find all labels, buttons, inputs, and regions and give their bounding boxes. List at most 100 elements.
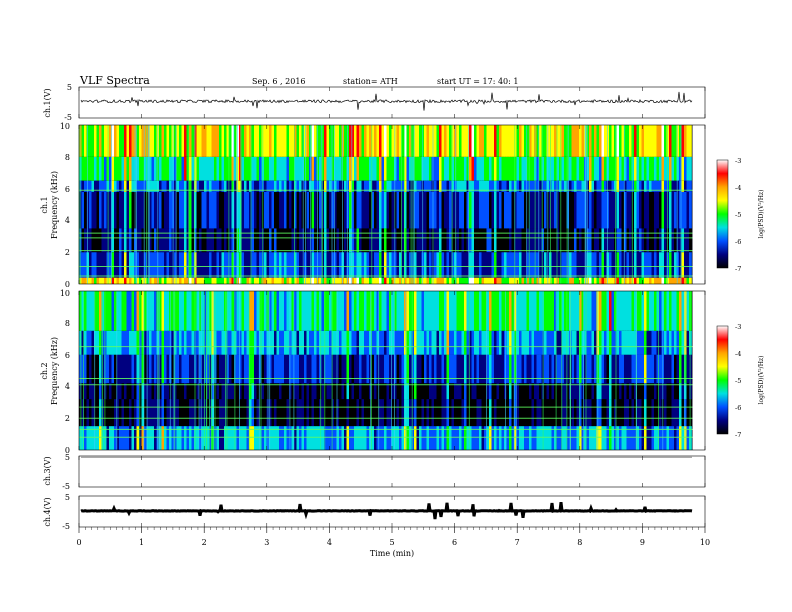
spectrogram-cell xyxy=(671,426,675,450)
spectrogram-cell xyxy=(656,383,660,400)
spectrogram-cell xyxy=(419,383,422,400)
spectrogram-cell xyxy=(601,383,605,400)
spectrogram-cell xyxy=(256,399,260,427)
spectrogram-cell xyxy=(276,291,280,331)
spectrogram-cell xyxy=(371,191,375,229)
spectrogram-cell xyxy=(99,399,102,427)
spectrogram-cell xyxy=(296,354,300,384)
spectrogram-cell xyxy=(91,191,95,229)
spectrogram-cell xyxy=(671,383,675,400)
spectrogram-cell xyxy=(579,277,582,284)
spectrogram-cell xyxy=(624,291,627,331)
spectrogram-cell xyxy=(676,156,680,181)
spectrogram-cell xyxy=(509,277,512,284)
spectrogram-cell xyxy=(601,228,605,253)
spectrogram-cell xyxy=(209,180,212,192)
spectrogram-cell xyxy=(264,252,267,278)
spectrogram-cell xyxy=(661,125,665,157)
spectrogram-cell xyxy=(391,228,395,253)
spectrogram-cell xyxy=(439,291,442,331)
spectrogram-cell xyxy=(531,191,535,229)
spectrogram-cell xyxy=(151,383,155,400)
spectrogram-cell xyxy=(606,277,610,284)
spectrogram-cell xyxy=(166,399,170,427)
spectrogram-cell xyxy=(624,252,627,278)
spectrogram-cell xyxy=(111,330,115,355)
spectrogram-cell xyxy=(669,291,672,331)
spectrogram-cell xyxy=(256,330,260,355)
spectrogram-cell xyxy=(89,383,92,400)
ch1-spectrogram-image xyxy=(78,125,693,284)
spectrogram-cell xyxy=(521,330,525,355)
spectrogram-cell xyxy=(516,383,520,400)
spectrogram-cell xyxy=(581,330,585,355)
spectrogram-cell xyxy=(511,291,515,331)
spectrogram-cell xyxy=(204,228,207,253)
spectrogram-cell xyxy=(346,399,350,427)
spectrogram-cell xyxy=(129,125,132,157)
spectrogram-cell xyxy=(381,180,385,192)
spectrogram-cell xyxy=(259,156,262,181)
spectrogram-cell xyxy=(176,354,180,384)
spectrogram-cell xyxy=(359,291,362,331)
spectrogram-cell xyxy=(489,277,492,284)
spectrogram-cell xyxy=(644,399,647,427)
spectrogram-cell xyxy=(661,252,665,278)
spectrogram-cell xyxy=(276,399,280,427)
spectrogram-cell xyxy=(689,156,692,181)
ch2-colorbar-tick-m5: -5 xyxy=(735,377,741,385)
spectrogram-cell xyxy=(674,354,677,384)
spectrogram-cell xyxy=(569,191,572,229)
spectrogram-cell xyxy=(291,399,295,427)
spectrogram-cell xyxy=(96,125,100,157)
spectrogram-cell xyxy=(391,354,395,384)
spectrogram-cell xyxy=(436,354,440,384)
spectrogram-cell xyxy=(576,228,580,253)
spectrogram-cell xyxy=(191,277,195,284)
spectrogram-cell xyxy=(126,125,130,157)
spectrogram-cell xyxy=(109,399,112,427)
spectrogram-cell xyxy=(226,291,230,331)
spectrogram-cell xyxy=(401,291,405,331)
spectrogram-cell xyxy=(679,180,682,192)
spectrogram-cell xyxy=(391,277,395,284)
spectrogram-cell xyxy=(289,399,292,427)
spectrogram-cell xyxy=(349,252,352,278)
spectrogram-cell xyxy=(381,156,385,181)
spectrogram-cell xyxy=(336,330,340,355)
spectrogram-cell xyxy=(354,156,357,181)
spectrogram-cell xyxy=(496,354,500,384)
spectrogram-cell xyxy=(606,252,610,278)
spectrogram-cell xyxy=(456,156,460,181)
spectrogram-cell xyxy=(511,330,515,355)
spectrogram-cell xyxy=(584,291,587,331)
spectrogram-cell xyxy=(276,383,280,400)
spectrogram-cell xyxy=(106,330,110,355)
spectrogram-cell xyxy=(84,383,87,400)
spectrogram-cell xyxy=(201,291,205,331)
spectrogram-cell xyxy=(299,426,302,450)
spectrogram-cell xyxy=(236,399,240,427)
spectrogram-cell xyxy=(126,156,130,181)
ch2-frequency-label: Frequency (kHz) xyxy=(50,337,59,405)
spectrogram-cell xyxy=(319,156,322,181)
spectrogram-cell xyxy=(244,291,247,331)
spectrogram-cell xyxy=(604,426,607,450)
spectrogram-cell xyxy=(374,156,377,181)
spectrogram-cell xyxy=(184,399,187,427)
spectrogram-cell xyxy=(424,291,427,331)
spectrogram-cell xyxy=(134,383,137,400)
spectrogram-cell xyxy=(591,426,595,450)
spectrogram-cell xyxy=(114,330,117,355)
spectrogram-cell xyxy=(231,383,235,400)
spectrogram-cell xyxy=(151,291,155,331)
spectrogram-cell xyxy=(221,354,225,384)
spectrogram-cell xyxy=(496,291,500,331)
spectrogram-cell xyxy=(534,354,537,384)
spectrogram-cell xyxy=(376,383,380,400)
spectrogram-cell xyxy=(631,180,635,192)
spectrogram-cell xyxy=(444,383,447,400)
spectrogram-cell xyxy=(429,399,432,427)
spectrogram-cell xyxy=(484,277,487,284)
spectrogram-cell xyxy=(321,426,325,450)
